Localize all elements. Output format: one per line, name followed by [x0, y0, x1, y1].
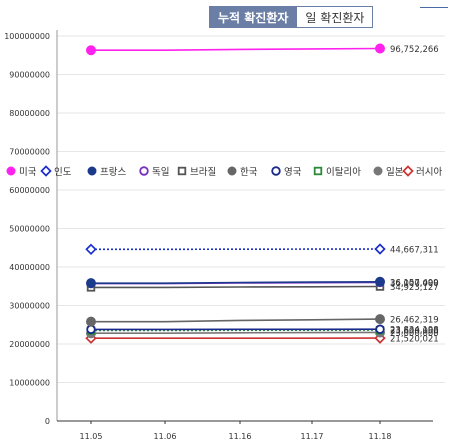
series-value-label: 23,834,198: [390, 326, 439, 336]
legend-label: 독일: [152, 167, 169, 178]
legend-marker: [313, 166, 323, 176]
tab-cumulative-cases[interactable]: 누적 확진환자: [209, 6, 298, 28]
legend-marker: [6, 166, 16, 176]
series-end-marker: [375, 314, 385, 325]
x-tick-label: 11.06: [154, 432, 177, 441]
y-tick-label: 90000000: [9, 71, 50, 80]
series-line: [91, 331, 381, 334]
y-tick-label: 40000000: [9, 263, 50, 272]
legend-marker: [87, 166, 97, 176]
series-line: [91, 285, 381, 289]
series-line: [91, 47, 381, 51]
series-value-label: 36,157,499: [390, 278, 439, 288]
legend-marker: [139, 166, 149, 176]
y-tick-label: 20000000: [9, 340, 50, 349]
y-tick-label: 60000000: [9, 186, 50, 195]
legend-label: 영국: [284, 167, 302, 178]
series-start-marker: [86, 316, 96, 327]
series-end-marker: [375, 276, 385, 287]
x-tick-label: 11.16: [229, 432, 252, 441]
series-line: [91, 318, 381, 323]
legend-marker: [227, 166, 237, 176]
corner-divider: [420, 7, 448, 8]
legend-label: 인도: [54, 167, 72, 178]
series-value-label: 36,000,000: [390, 279, 439, 289]
tab-bar: 누적 확진환자 일 확진환자: [209, 6, 374, 28]
legend-label: 프랑스: [100, 166, 126, 178]
series-value-label: 23,600,000: [390, 327, 439, 337]
series-value-label: 96,752,266: [390, 45, 439, 55]
legend-label: 러시아: [416, 167, 442, 178]
series-start-marker: [86, 278, 96, 289]
series-value-label: 23,000,000: [390, 329, 439, 339]
x-tick-label: 11.17: [301, 432, 324, 441]
series-end-marker: [375, 43, 385, 54]
legend-marker: [40, 165, 52, 177]
y-tick-label: 0: [45, 417, 50, 426]
tab-daily-cases[interactable]: 일 확진환자: [297, 6, 374, 28]
series-value-label: 21,520,021: [390, 335, 439, 345]
series-value-label: 44,667,311: [390, 246, 439, 256]
legend-marker: [177, 166, 187, 176]
legend-label: 이탈리아: [326, 166, 361, 178]
series-end-marker: [375, 324, 385, 334]
series-start-marker: [85, 243, 97, 255]
legend-label: 미국: [19, 167, 37, 178]
legend-marker: [271, 166, 281, 176]
series-line: [91, 281, 381, 284]
y-tick-label: 100000000: [4, 32, 50, 41]
y-tick-label: 80000000: [9, 109, 50, 118]
legend-label: 일본: [386, 167, 404, 178]
x-tick-label: 11.18: [369, 432, 392, 441]
series-start-marker: [86, 45, 96, 56]
legend-label: 브라질: [190, 166, 216, 178]
legend-marker: [402, 165, 414, 177]
series-start-marker: [86, 324, 96, 335]
legend-marker: [373, 166, 383, 176]
x-tick-label: 11.05: [80, 432, 103, 441]
y-tick-label: 30000000: [9, 302, 50, 311]
legend-label: 한국: [240, 167, 258, 178]
series-value-label: 26,462,319: [390, 316, 439, 326]
series-value-label: 34,923,127: [390, 283, 439, 293]
y-tick-label: 70000000: [9, 148, 50, 157]
series-end-marker: [374, 243, 386, 255]
y-tick-label: 50000000: [9, 225, 50, 234]
y-tick-label: 10000000: [9, 379, 50, 388]
